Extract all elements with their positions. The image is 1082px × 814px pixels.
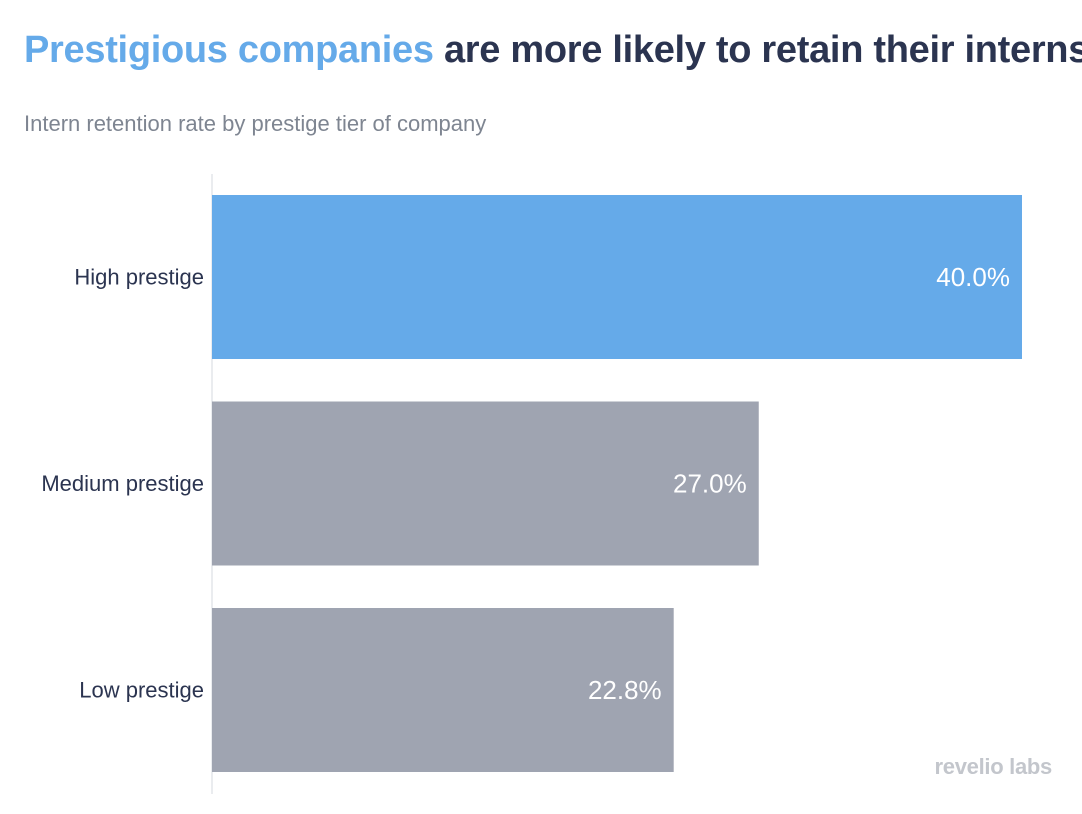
category-label-medium-prestige: Medium prestige xyxy=(41,471,204,496)
chart-subtitle: Intern retention rate by prestige tier o… xyxy=(24,111,487,136)
category-label-high-prestige: High prestige xyxy=(74,265,204,290)
chart-title-rest: are more likely to retain their interns xyxy=(433,29,1082,71)
revelio-labs-logo: revelio labs xyxy=(934,754,1053,779)
value-label-low-prestige: 22.8% xyxy=(588,675,662,705)
bar-high-prestige xyxy=(212,195,1022,359)
bar-medium-prestige xyxy=(212,401,759,566)
category-label-low-prestige: Low prestige xyxy=(79,678,204,703)
chart-title-highlight: Prestigious companies xyxy=(24,29,434,71)
value-label-medium-prestige: 27.0% xyxy=(673,469,747,499)
value-label-high-prestige: 40.0% xyxy=(936,262,1010,292)
bar-low-prestige xyxy=(212,608,674,772)
chart-title: Prestigious companies are more likely to… xyxy=(24,26,1082,74)
